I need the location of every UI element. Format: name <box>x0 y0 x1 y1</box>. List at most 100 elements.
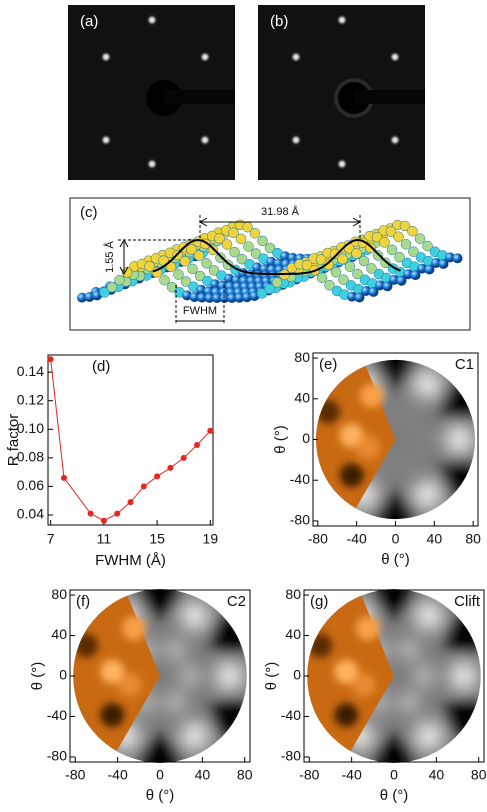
y-axis-label: θ (°) <box>272 425 289 454</box>
point <box>47 356 54 363</box>
leed-a: (a) <box>68 5 235 180</box>
x-tick-label: 80 <box>237 767 253 783</box>
bright-lobe <box>180 722 209 751</box>
y-tick-label: -80 <box>281 748 301 764</box>
atom <box>396 275 407 286</box>
atom <box>207 244 219 256</box>
inner-spot <box>400 640 419 659</box>
dark-lobe <box>373 359 418 386</box>
point <box>87 510 94 517</box>
atom <box>403 269 413 280</box>
atom <box>301 259 313 271</box>
x-tick-label: 80 <box>465 531 481 547</box>
sector-blob <box>359 383 384 408</box>
atom <box>385 226 397 237</box>
fwhm-label: FWHM <box>183 305 217 317</box>
panel-label: (g) <box>310 593 328 610</box>
sector-blob <box>315 399 340 424</box>
atom <box>266 256 276 267</box>
atom <box>159 274 170 286</box>
atom <box>77 292 87 303</box>
y-tick-label: -40 <box>47 707 67 723</box>
atom <box>372 250 384 261</box>
atom <box>352 268 363 280</box>
atom <box>379 237 390 248</box>
atom <box>445 252 455 263</box>
point <box>194 442 201 448</box>
atom <box>264 242 276 254</box>
inner-spot <box>415 667 434 685</box>
atom <box>257 235 268 247</box>
x-tick-label: 0 <box>392 531 400 547</box>
y-tick-label: -40 <box>290 471 310 487</box>
y-tick-label: 40 <box>51 626 67 642</box>
y-tick-label: 0.04 <box>17 506 44 522</box>
x-tick-label: -40 <box>108 767 128 783</box>
model-panel: (c) 1.55 Å 31.98 Å FWHM <box>69 197 471 331</box>
atom <box>323 259 334 270</box>
atom <box>214 233 225 244</box>
point <box>154 473 161 480</box>
atom <box>371 231 383 243</box>
y-axis-label: R factor <box>5 414 22 467</box>
panel-label: (d) <box>92 358 110 375</box>
atom <box>271 277 283 288</box>
atom <box>208 265 220 276</box>
atom <box>106 281 118 293</box>
atom <box>249 227 261 239</box>
sector-blob <box>121 616 146 641</box>
atom <box>227 292 237 303</box>
x-tick-label: -40 <box>342 767 362 783</box>
x-tick-label: -80 <box>299 767 319 783</box>
atom <box>180 276 192 287</box>
height-label: 1.55 Å <box>103 240 116 272</box>
profile-curve <box>152 238 401 275</box>
y-tick-label: 0 <box>59 667 67 683</box>
atom <box>410 270 421 281</box>
leed-b: (b) <box>258 5 425 180</box>
x-tick-label: -80 <box>308 531 328 547</box>
x-tick-label: 40 <box>427 531 443 547</box>
atom <box>389 274 399 285</box>
atom <box>187 263 198 275</box>
y-tick-label: 80 <box>294 349 310 365</box>
x-tick-label: 0 <box>156 767 164 783</box>
panel-label: (e) <box>319 356 337 373</box>
atom <box>173 269 184 280</box>
point <box>167 464 174 471</box>
y-axis-label: θ (°) <box>29 662 46 691</box>
atom <box>400 238 412 250</box>
orange-sector <box>315 365 396 509</box>
atom <box>210 279 220 290</box>
x-axis-label: θ (°) <box>146 787 175 804</box>
sector-blob <box>334 703 359 728</box>
inner-spot <box>404 410 415 421</box>
map-image <box>73 589 247 763</box>
atom <box>361 286 371 297</box>
atom <box>393 231 404 242</box>
atom <box>382 281 393 292</box>
x-axis-label: θ (°) <box>381 551 410 568</box>
panel-label: (a) <box>80 13 98 30</box>
y-tick-label: 40 <box>285 626 301 642</box>
point <box>127 499 134 506</box>
atom <box>235 233 247 245</box>
y-tick-label: -80 <box>47 748 67 764</box>
y-tick-label: 0.06 <box>17 477 44 493</box>
atom <box>234 292 245 303</box>
atom <box>236 253 248 265</box>
sector-blob <box>100 659 125 684</box>
atom <box>186 244 197 255</box>
x-tick-label: 80 <box>471 767 487 783</box>
y-tick-label: 0.10 <box>17 420 44 436</box>
atom <box>264 283 275 295</box>
atom <box>201 258 212 269</box>
atom <box>250 248 262 259</box>
y-tick-label: 0.08 <box>17 449 44 465</box>
atom <box>422 240 433 252</box>
atom <box>197 292 207 303</box>
atom <box>330 266 342 278</box>
atom <box>114 274 125 286</box>
line <box>50 359 211 522</box>
